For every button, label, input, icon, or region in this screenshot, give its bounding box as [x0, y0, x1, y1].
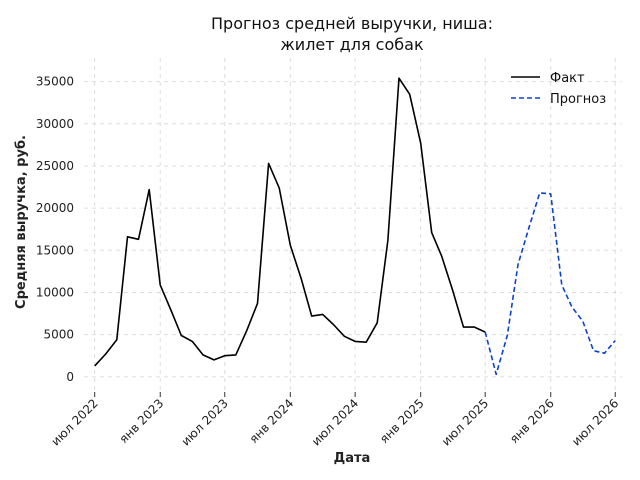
chart-title-line-2: жилет для собак	[280, 35, 424, 54]
y-tick-label: 20000	[36, 201, 74, 215]
x-tick-label: янв 2026	[507, 396, 557, 446]
x-tick-label: янв 2023	[117, 396, 167, 446]
x-tick-label: янв 2024	[247, 396, 297, 446]
y-axis-label: Средняя выручка, руб.	[14, 135, 29, 309]
y-tick-label: 25000	[36, 159, 74, 173]
series-line-forecast	[484, 192, 616, 376]
y-tick-label: 5000	[43, 328, 74, 342]
legend-label-fact: Факт	[550, 71, 585, 86]
x-tick-label: июл 2022	[49, 396, 101, 448]
grid-lines	[84, 58, 622, 392]
x-tick-label: янв 2025	[377, 396, 427, 446]
x-tick-label: июл 2023	[179, 396, 231, 448]
y-tick-label: 30000	[36, 117, 74, 131]
y-tick-label: 15000	[36, 243, 74, 257]
y-axis-ticks: 0 5000 10000 15000 20000 25000 30000 35000	[36, 75, 74, 384]
x-axis-label: Дата	[334, 451, 371, 466]
x-tick-label: июл 2025	[439, 396, 491, 448]
x-axis-ticks: июл 2022 янв 2023 июл 2023 янв 2024 июл 2024…	[49, 392, 621, 449]
chart-title-line-1: Прогноз средней выручки, ниша:	[211, 14, 493, 33]
x-tick-label: июл 2026	[569, 396, 621, 448]
legend-label-forecast: Прогноз	[550, 92, 606, 107]
y-tick-label: 10000	[36, 285, 74, 299]
y-tick-label: 0	[66, 370, 74, 384]
series-line-fact	[94, 77, 486, 367]
legend: Факт Прогноз	[511, 71, 606, 107]
y-tick-label: 35000	[36, 75, 74, 89]
series-lines	[94, 77, 616, 376]
x-tick-label: июл 2024	[309, 396, 361, 448]
